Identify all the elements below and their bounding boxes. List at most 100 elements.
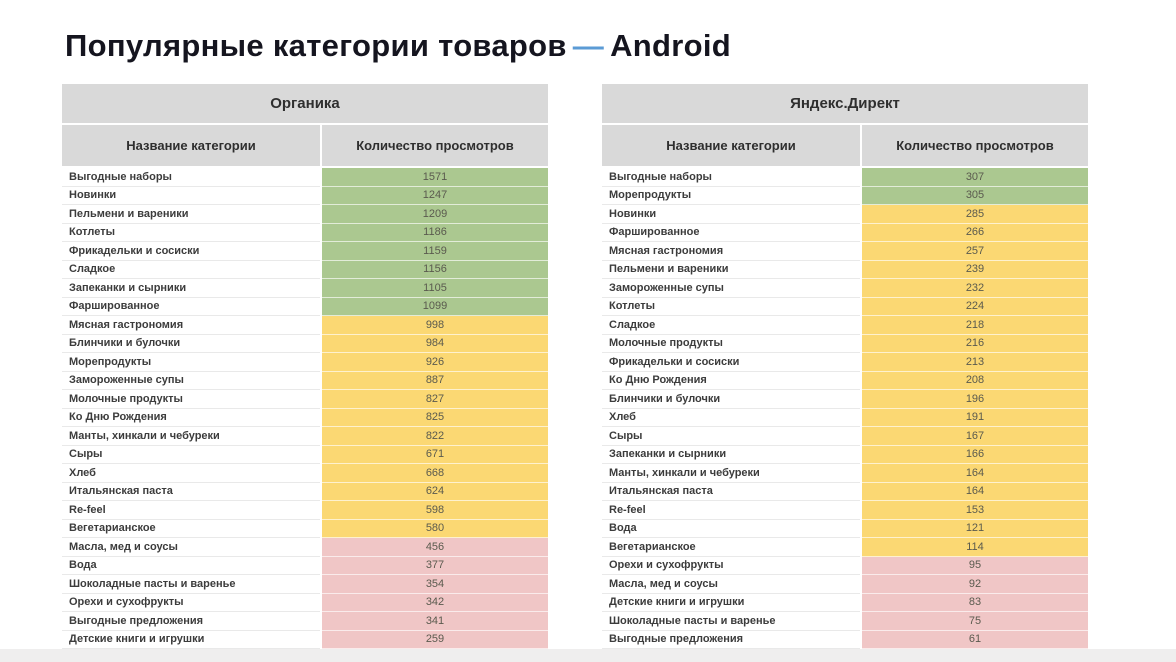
table-row: Мясная гастрономия 257 [602, 242, 1088, 261]
category-cell: Котлеты [62, 223, 320, 242]
column-headers: Название категории Количество просмотров [602, 125, 1088, 166]
views-cell: 668 [322, 464, 548, 483]
category-cell: Шоколадные пасты и варенье [602, 612, 860, 631]
category-cell: Замороженные супы [62, 371, 320, 390]
table-row: Морепродукты 926 [62, 353, 548, 372]
views-cell: 342 [322, 593, 548, 612]
footer-strip [0, 649, 1176, 662]
table-row: Запеканки и сырники 166 [602, 445, 1088, 464]
category-cell: Блинчики и булочки [602, 390, 860, 409]
views-cell: 75 [862, 612, 1088, 631]
views-cell: 341 [322, 612, 548, 631]
views-cell: 1247 [322, 186, 548, 205]
table-body: Выгодные наборы 307 Морепродукты 305 Новинки… [602, 168, 1088, 649]
table-row: Выгодные наборы 307 [602, 168, 1088, 187]
category-cell: Сыры [602, 427, 860, 446]
table-row: Итальянская паста 164 [602, 482, 1088, 501]
category-cell: Итальянская паста [62, 482, 320, 501]
views-cell: 164 [862, 482, 1088, 501]
table-title: Органика [62, 84, 548, 123]
category-cell: Шоколадные пасты и варенье [62, 575, 320, 594]
views-cell: 166 [862, 445, 1088, 464]
category-cell: Фрикадельки и сосиски [62, 242, 320, 261]
table-row: Замороженные супы 232 [602, 279, 1088, 298]
table-row: Шоколадные пасты и варенье 354 [62, 575, 548, 594]
table-row: Вода 121 [602, 519, 1088, 538]
category-cell: Блинчики и булочки [62, 334, 320, 353]
views-cell: 232 [862, 279, 1088, 298]
table-row: Ко Дню Рождения 208 [602, 371, 1088, 390]
category-cell: Замороженные супы [602, 279, 860, 298]
views-cell: 92 [862, 575, 1088, 594]
category-cell: Новинки [602, 205, 860, 224]
category-cell: Выгодные наборы [602, 168, 860, 187]
views-cell: 305 [862, 186, 1088, 205]
table-row: Мясная гастрономия 998 [62, 316, 548, 335]
organic-table: Органика Название категории Количество п… [62, 84, 548, 649]
table-row: Ко Дню Рождения 825 [62, 408, 548, 427]
table-row: Масла, мед и соусы 456 [62, 538, 548, 557]
category-cell: Итальянская паста [602, 482, 860, 501]
category-cell: Котлеты [602, 297, 860, 316]
table-row: Запеканки и сырники 1105 [62, 279, 548, 298]
views-cell: 164 [862, 464, 1088, 483]
category-cell: Мясная гастрономия [602, 242, 860, 261]
views-cell: 114 [862, 538, 1088, 557]
table-row: Детские книги и игрушки 259 [62, 630, 548, 649]
table-title: Яндекс.Директ [602, 84, 1088, 123]
views-cell: 95 [862, 556, 1088, 575]
category-cell: Запеканки и сырники [602, 445, 860, 464]
category-cell: Сыры [62, 445, 320, 464]
category-cell: Вода [602, 519, 860, 538]
column-header-views: Количество просмотров [862, 125, 1088, 166]
views-cell: 1159 [322, 242, 548, 261]
category-cell: Детские книги и игрушки [602, 593, 860, 612]
views-cell: 167 [862, 427, 1088, 446]
views-cell: 259 [322, 630, 548, 649]
views-cell: 213 [862, 353, 1088, 372]
views-cell: 1105 [322, 279, 548, 298]
views-cell: 822 [322, 427, 548, 446]
category-cell: Фаршированное [602, 223, 860, 242]
category-cell: Хлеб [62, 464, 320, 483]
table-row: Молочные продукты 827 [62, 390, 548, 409]
category-cell: Молочные продукты [602, 334, 860, 353]
views-cell: 285 [862, 205, 1088, 224]
category-cell: Сладкое [602, 316, 860, 335]
table-row: Новинки 285 [602, 205, 1088, 224]
views-cell: 671 [322, 445, 548, 464]
category-cell: Масла, мед и соусы [602, 575, 860, 594]
table-row: Сладкое 218 [602, 316, 1088, 335]
category-cell: Манты, хинкали и чебуреки [602, 464, 860, 483]
views-cell: 1571 [322, 168, 548, 187]
table-row: Блинчики и булочки 196 [602, 390, 1088, 409]
table-row: Замороженные супы 887 [62, 371, 548, 390]
views-cell: 354 [322, 575, 548, 594]
views-cell: 1156 [322, 260, 548, 279]
views-cell: 1209 [322, 205, 548, 224]
table-row: Шоколадные пасты и варенье 75 [602, 612, 1088, 631]
table-row: Вода 377 [62, 556, 548, 575]
page-title: Популярные категории товаров — Android [65, 28, 731, 64]
views-cell: 825 [322, 408, 548, 427]
column-header-views: Количество просмотров [322, 125, 548, 166]
column-headers: Название категории Количество просмотров [62, 125, 548, 166]
category-cell: Орехи и сухофрукты [62, 593, 320, 612]
views-cell: 377 [322, 556, 548, 575]
table-row: Фаршированное 1099 [62, 297, 548, 316]
views-cell: 307 [862, 168, 1088, 187]
views-cell: 153 [862, 501, 1088, 520]
views-cell: 61 [862, 630, 1088, 649]
views-cell: 239 [862, 260, 1088, 279]
direct-table: Яндекс.Директ Название категории Количес… [602, 84, 1088, 649]
category-cell: Сладкое [62, 260, 320, 279]
views-cell: 121 [862, 519, 1088, 538]
table-row: Выгодные предложения 61 [602, 630, 1088, 649]
table-row: Хлеб 191 [602, 408, 1088, 427]
views-cell: 887 [322, 371, 548, 390]
views-cell: 580 [322, 519, 548, 538]
category-cell: Пельмени и вареники [62, 205, 320, 224]
category-cell: Re-feel [62, 501, 320, 520]
table-body: Выгодные наборы 1571 Новинки 1247 Пельмени и… [62, 168, 548, 649]
category-cell: Выгодные наборы [62, 168, 320, 187]
